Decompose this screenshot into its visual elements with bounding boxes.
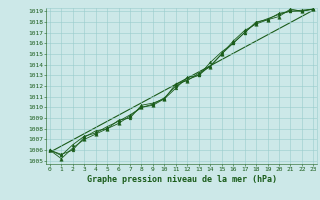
X-axis label: Graphe pression niveau de la mer (hPa): Graphe pression niveau de la mer (hPa) xyxy=(87,175,276,184)
